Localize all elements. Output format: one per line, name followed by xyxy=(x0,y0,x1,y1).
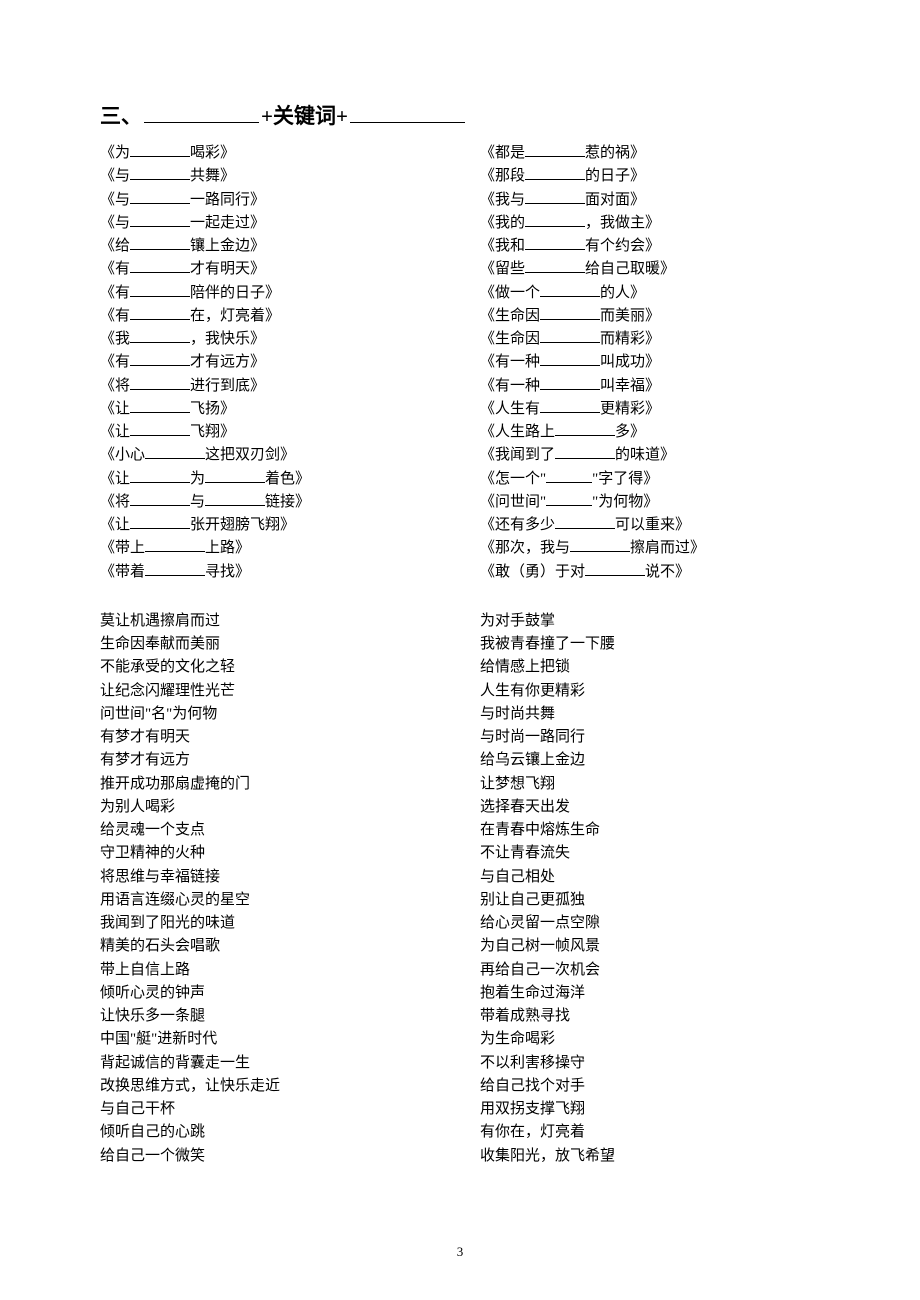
example-left-line: 我闻到了阳光的味道 xyxy=(100,912,440,935)
example-right-line: 让梦想飞翔 xyxy=(480,773,820,796)
template-left-line: 《让飞翔》 xyxy=(100,421,440,444)
template-left-line: 《有陪伴的日子》 xyxy=(100,282,440,305)
example-right-line: 人生有你更精彩 xyxy=(480,680,820,703)
example-left-line: 与自己干杯 xyxy=(100,1098,440,1121)
template-right-line: 《做一个的人》 xyxy=(480,282,820,305)
templates-left-col: 《为喝彩》《与共舞》《与一路同行》《与一起走过》《给镶上金边》《有才有明天》《有… xyxy=(100,142,440,584)
example-left-line: 问世间"名"为何物 xyxy=(100,703,440,726)
example-left-line: 让快乐多一条腿 xyxy=(100,1005,440,1028)
template-right-line: 《生命因而美丽》 xyxy=(480,305,820,328)
template-right-line: 《我和有个约会》 xyxy=(480,235,820,258)
template-right-line: 《我闻到了的味道》 xyxy=(480,444,820,467)
example-left-line: 将思维与幸福链接 xyxy=(100,866,440,889)
heading-mid: +关键词+ xyxy=(261,104,348,128)
example-right-line: 抱着生命过海洋 xyxy=(480,982,820,1005)
template-left-line: 《让飞扬》 xyxy=(100,398,440,421)
page-number: 3 xyxy=(0,1244,920,1260)
template-left-line: 《为喝彩》 xyxy=(100,142,440,165)
templates-columns: 《为喝彩》《与共舞》《与一路同行》《与一起走过》《给镶上金边》《有才有明天》《有… xyxy=(100,142,820,584)
example-right-line: 选择春天出发 xyxy=(480,796,820,819)
template-right-line: 《我的，我做主》 xyxy=(480,212,820,235)
example-left-line: 推开成功那扇虚掩的门 xyxy=(100,773,440,796)
heading-prefix: 三、 xyxy=(100,104,142,128)
template-left-line: 《带着寻找》 xyxy=(100,561,440,584)
example-right-line: 与时尚一路同行 xyxy=(480,726,820,749)
template-right-line: 《怎一个""字了得》 xyxy=(480,468,820,491)
example-left-line: 为别人喝彩 xyxy=(100,796,440,819)
example-right-line: 在青春中熔炼生命 xyxy=(480,819,820,842)
template-left-line: 《让张开翅膀飞翔》 xyxy=(100,514,440,537)
example-right-line: 为对手鼓掌 xyxy=(480,610,820,633)
example-left-line: 精美的石头会唱歌 xyxy=(100,935,440,958)
example-left-line: 带上自信上路 xyxy=(100,959,440,982)
example-right-line: 收集阳光，放飞希望 xyxy=(480,1145,820,1168)
template-left-line: 《给镶上金边》 xyxy=(100,235,440,258)
example-right-line: 与自己相处 xyxy=(480,866,820,889)
example-right-line: 给心灵留一点空隙 xyxy=(480,912,820,935)
template-right-line: 《问世间""为何物》 xyxy=(480,491,820,514)
template-right-line: 《还有多少可以重来》 xyxy=(480,514,820,537)
example-left-line: 生命因奉献而美丽 xyxy=(100,633,440,656)
example-right-line: 为自己树一帧风景 xyxy=(480,935,820,958)
example-left-line: 改换思维方式，让快乐走近 xyxy=(100,1075,440,1098)
template-left-line: 《我，我快乐》 xyxy=(100,328,440,351)
example-right-line: 为生命喝彩 xyxy=(480,1028,820,1051)
template-right-line: 《那段的日子》 xyxy=(480,165,820,188)
examples-columns: 莫让机遇擦肩而过生命因奉献而美丽不能承受的文化之轻让纪念闪耀理性光芒问世间"名"… xyxy=(100,610,820,1168)
templates-right-col: 《都是惹的祸》《那段的日子》《我与面对面》《我的，我做主》《我和有个约会》《留些… xyxy=(480,142,820,584)
example-right-line: 用双拐支撑飞翔 xyxy=(480,1098,820,1121)
example-left-line: 倾听自己的心跳 xyxy=(100,1121,440,1144)
template-left-line: 《带上上路》 xyxy=(100,537,440,560)
example-left-line: 倾听心灵的钟声 xyxy=(100,982,440,1005)
example-left-line: 给自己一个微笑 xyxy=(100,1145,440,1168)
template-left-line: 《与一起走过》 xyxy=(100,212,440,235)
example-left-line: 不能承受的文化之轻 xyxy=(100,656,440,679)
template-right-line: 《留些给自己取暖》 xyxy=(480,258,820,281)
example-right-line: 不以利害移操守 xyxy=(480,1052,820,1075)
template-left-line: 《小心这把双刃剑》 xyxy=(100,444,440,467)
examples-left-col: 莫让机遇擦肩而过生命因奉献而美丽不能承受的文化之轻让纪念闪耀理性光芒问世间"名"… xyxy=(100,610,440,1168)
example-right-line: 带着成熟寻找 xyxy=(480,1005,820,1028)
template-left-line: 《将与链接》 xyxy=(100,491,440,514)
template-left-line: 《有才有远方》 xyxy=(100,351,440,374)
template-right-line: 《有一种叫幸福》 xyxy=(480,375,820,398)
example-right-line: 不让青春流失 xyxy=(480,842,820,865)
example-right-line: 我被青春撞了一下腰 xyxy=(480,633,820,656)
example-left-line: 有梦才有远方 xyxy=(100,749,440,772)
template-left-line: 《与一路同行》 xyxy=(100,189,440,212)
example-left-line: 守卫精神的火种 xyxy=(100,842,440,865)
template-left-line: 《与共舞》 xyxy=(100,165,440,188)
example-right-line: 再给自己一次机会 xyxy=(480,959,820,982)
example-left-line: 中国"艇"进新时代 xyxy=(100,1028,440,1051)
template-right-line: 《都是惹的祸》 xyxy=(480,142,820,165)
example-right-line: 与时尚共舞 xyxy=(480,703,820,726)
template-left-line: 《有才有明天》 xyxy=(100,258,440,281)
example-right-line: 有你在，灯亮着 xyxy=(480,1121,820,1144)
example-right-line: 别让自己更孤独 xyxy=(480,889,820,912)
template-right-line: 《人生有更精彩》 xyxy=(480,398,820,421)
example-right-line: 给乌云镶上金边 xyxy=(480,749,820,772)
template-right-line: 《有一种叫成功》 xyxy=(480,351,820,374)
example-left-line: 用语言连缀心灵的星空 xyxy=(100,889,440,912)
example-left-line: 背起诚信的背囊走一生 xyxy=(100,1052,440,1075)
template-right-line: 《那次，我与擦肩而过》 xyxy=(480,537,820,560)
section-heading: 三、 +关键词+ xyxy=(100,100,820,130)
example-left-line: 给灵魂一个支点 xyxy=(100,819,440,842)
template-right-line: 《敢（勇）于对说不》 xyxy=(480,561,820,584)
template-right-line: 《人生路上多》 xyxy=(480,421,820,444)
template-left-line: 《有在，灯亮着》 xyxy=(100,305,440,328)
template-left-line: 《让为着色》 xyxy=(100,468,440,491)
example-right-line: 给情感上把锁 xyxy=(480,656,820,679)
example-left-line: 有梦才有明天 xyxy=(100,726,440,749)
heading-blank-1 xyxy=(144,122,259,123)
heading-blank-2 xyxy=(350,122,465,123)
example-right-line: 给自己找个对手 xyxy=(480,1075,820,1098)
template-right-line: 《我与面对面》 xyxy=(480,189,820,212)
example-left-line: 莫让机遇擦肩而过 xyxy=(100,610,440,633)
template-right-line: 《生命因而精彩》 xyxy=(480,328,820,351)
template-left-line: 《将进行到底》 xyxy=(100,375,440,398)
examples-right-col: 为对手鼓掌我被青春撞了一下腰给情感上把锁人生有你更精彩与时尚共舞与时尚一路同行给… xyxy=(480,610,820,1168)
example-left-line: 让纪念闪耀理性光芒 xyxy=(100,680,440,703)
